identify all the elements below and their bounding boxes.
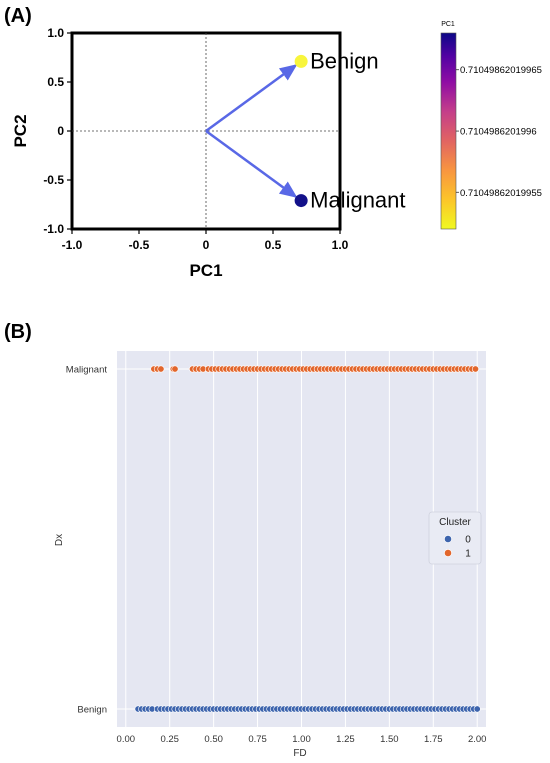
- biplot-arrows: [205, 64, 298, 198]
- data-point: [471, 365, 479, 373]
- y-tick-label: 0.5: [47, 75, 64, 89]
- panel-a-biplot: -1.0 -0.5 0 0.5 1.0 -1.0 -0.5 0 0.5 1.0 Benign Ma…: [11, 26, 406, 280]
- cluster-legend: Cluster 01: [428, 511, 482, 565]
- x-tick-label: 1.75: [424, 734, 443, 745]
- category-label: Benign: [77, 705, 107, 716]
- biplot-y-axis-label: PC2: [11, 114, 30, 147]
- x-tick-label: 1.00: [292, 734, 311, 745]
- x-tick-label: -1.0: [62, 238, 83, 252]
- strip-grid: [117, 351, 486, 727]
- panel-b-strip: 0.00 0.25 0.50 0.75 1.00 1.25 1.50 1.75 2.00 Mal…: [54, 351, 486, 759]
- biplot-point-label: Malignant: [310, 188, 405, 213]
- biplot-x-axis-label: PC1: [189, 261, 222, 280]
- strip-category-labels: Malignant Benign: [66, 365, 108, 716]
- x-tick-label: 0.25: [160, 734, 179, 745]
- biplot-y-ticks: -1.0 -0.5 0 0.5 1.0: [43, 26, 72, 236]
- legend-label: 1: [465, 549, 471, 560]
- legend-label: 0: [465, 535, 471, 546]
- loading-arrow: [205, 64, 298, 133]
- loading-arrow: [205, 129, 298, 198]
- y-tick-label: 0: [57, 124, 64, 138]
- legend-entries: 01: [444, 535, 471, 560]
- colorbar-tick-label: 0.71049862019955: [460, 188, 542, 199]
- legend-title: Cluster: [439, 517, 471, 528]
- x-tick-label: -0.5: [129, 238, 150, 252]
- data-point: [157, 365, 165, 373]
- biplot-points: Benign Malignant: [294, 48, 406, 213]
- biplot-x-ticks: -1.0 -0.5 0 0.5 1.0: [62, 229, 349, 252]
- strip-x-ticks: 0.00 0.25 0.50 0.75 1.00 1.25 1.50 1.75 2.00: [117, 734, 487, 745]
- biplot-point: [294, 194, 308, 208]
- panel-a-label: (A): [4, 5, 32, 27]
- y-tick-label: -1.0: [43, 222, 64, 236]
- panel-b-label: (B): [4, 321, 32, 343]
- strip-points: [134, 365, 481, 713]
- biplot-point: [294, 54, 308, 68]
- colorbar-ticks: 0.71049862019965 0.7104986201996 0.7104986…: [456, 65, 542, 199]
- strip-y-axis-label: Dx: [54, 534, 65, 546]
- y-tick-label: 1.0: [47, 26, 64, 40]
- biplot-point-label: Benign: [310, 48, 379, 73]
- x-tick-label: 2.00: [468, 734, 487, 745]
- x-tick-label: 0.00: [117, 734, 136, 745]
- x-tick-label: 1.50: [380, 734, 399, 745]
- x-tick-label: 0.50: [204, 734, 223, 745]
- strip-x-axis-label: FD: [293, 748, 306, 759]
- legend-box: [428, 511, 482, 565]
- colorbar-tick-label: 0.7104986201996: [460, 127, 537, 138]
- x-tick-label: 1.0: [332, 238, 349, 252]
- colorbar-tick-label: 0.71049862019965: [460, 65, 542, 76]
- legend-marker: [444, 535, 452, 543]
- x-tick-label: 0.75: [248, 734, 267, 745]
- colorbar-gradient: [440, 32, 457, 230]
- x-tick-label: 0: [203, 238, 210, 252]
- category-label: Malignant: [66, 365, 108, 376]
- colorbar-title: PC1: [441, 21, 455, 28]
- data-point: [473, 705, 481, 713]
- y-tick-label: -0.5: [43, 173, 64, 187]
- colorbar: PC1 0.710498620199650.71049862019960.710…: [440, 21, 542, 230]
- x-tick-label: 1.25: [336, 734, 355, 745]
- x-tick-label: 0.5: [265, 238, 282, 252]
- legend-marker: [444, 549, 452, 557]
- data-point: [171, 365, 179, 373]
